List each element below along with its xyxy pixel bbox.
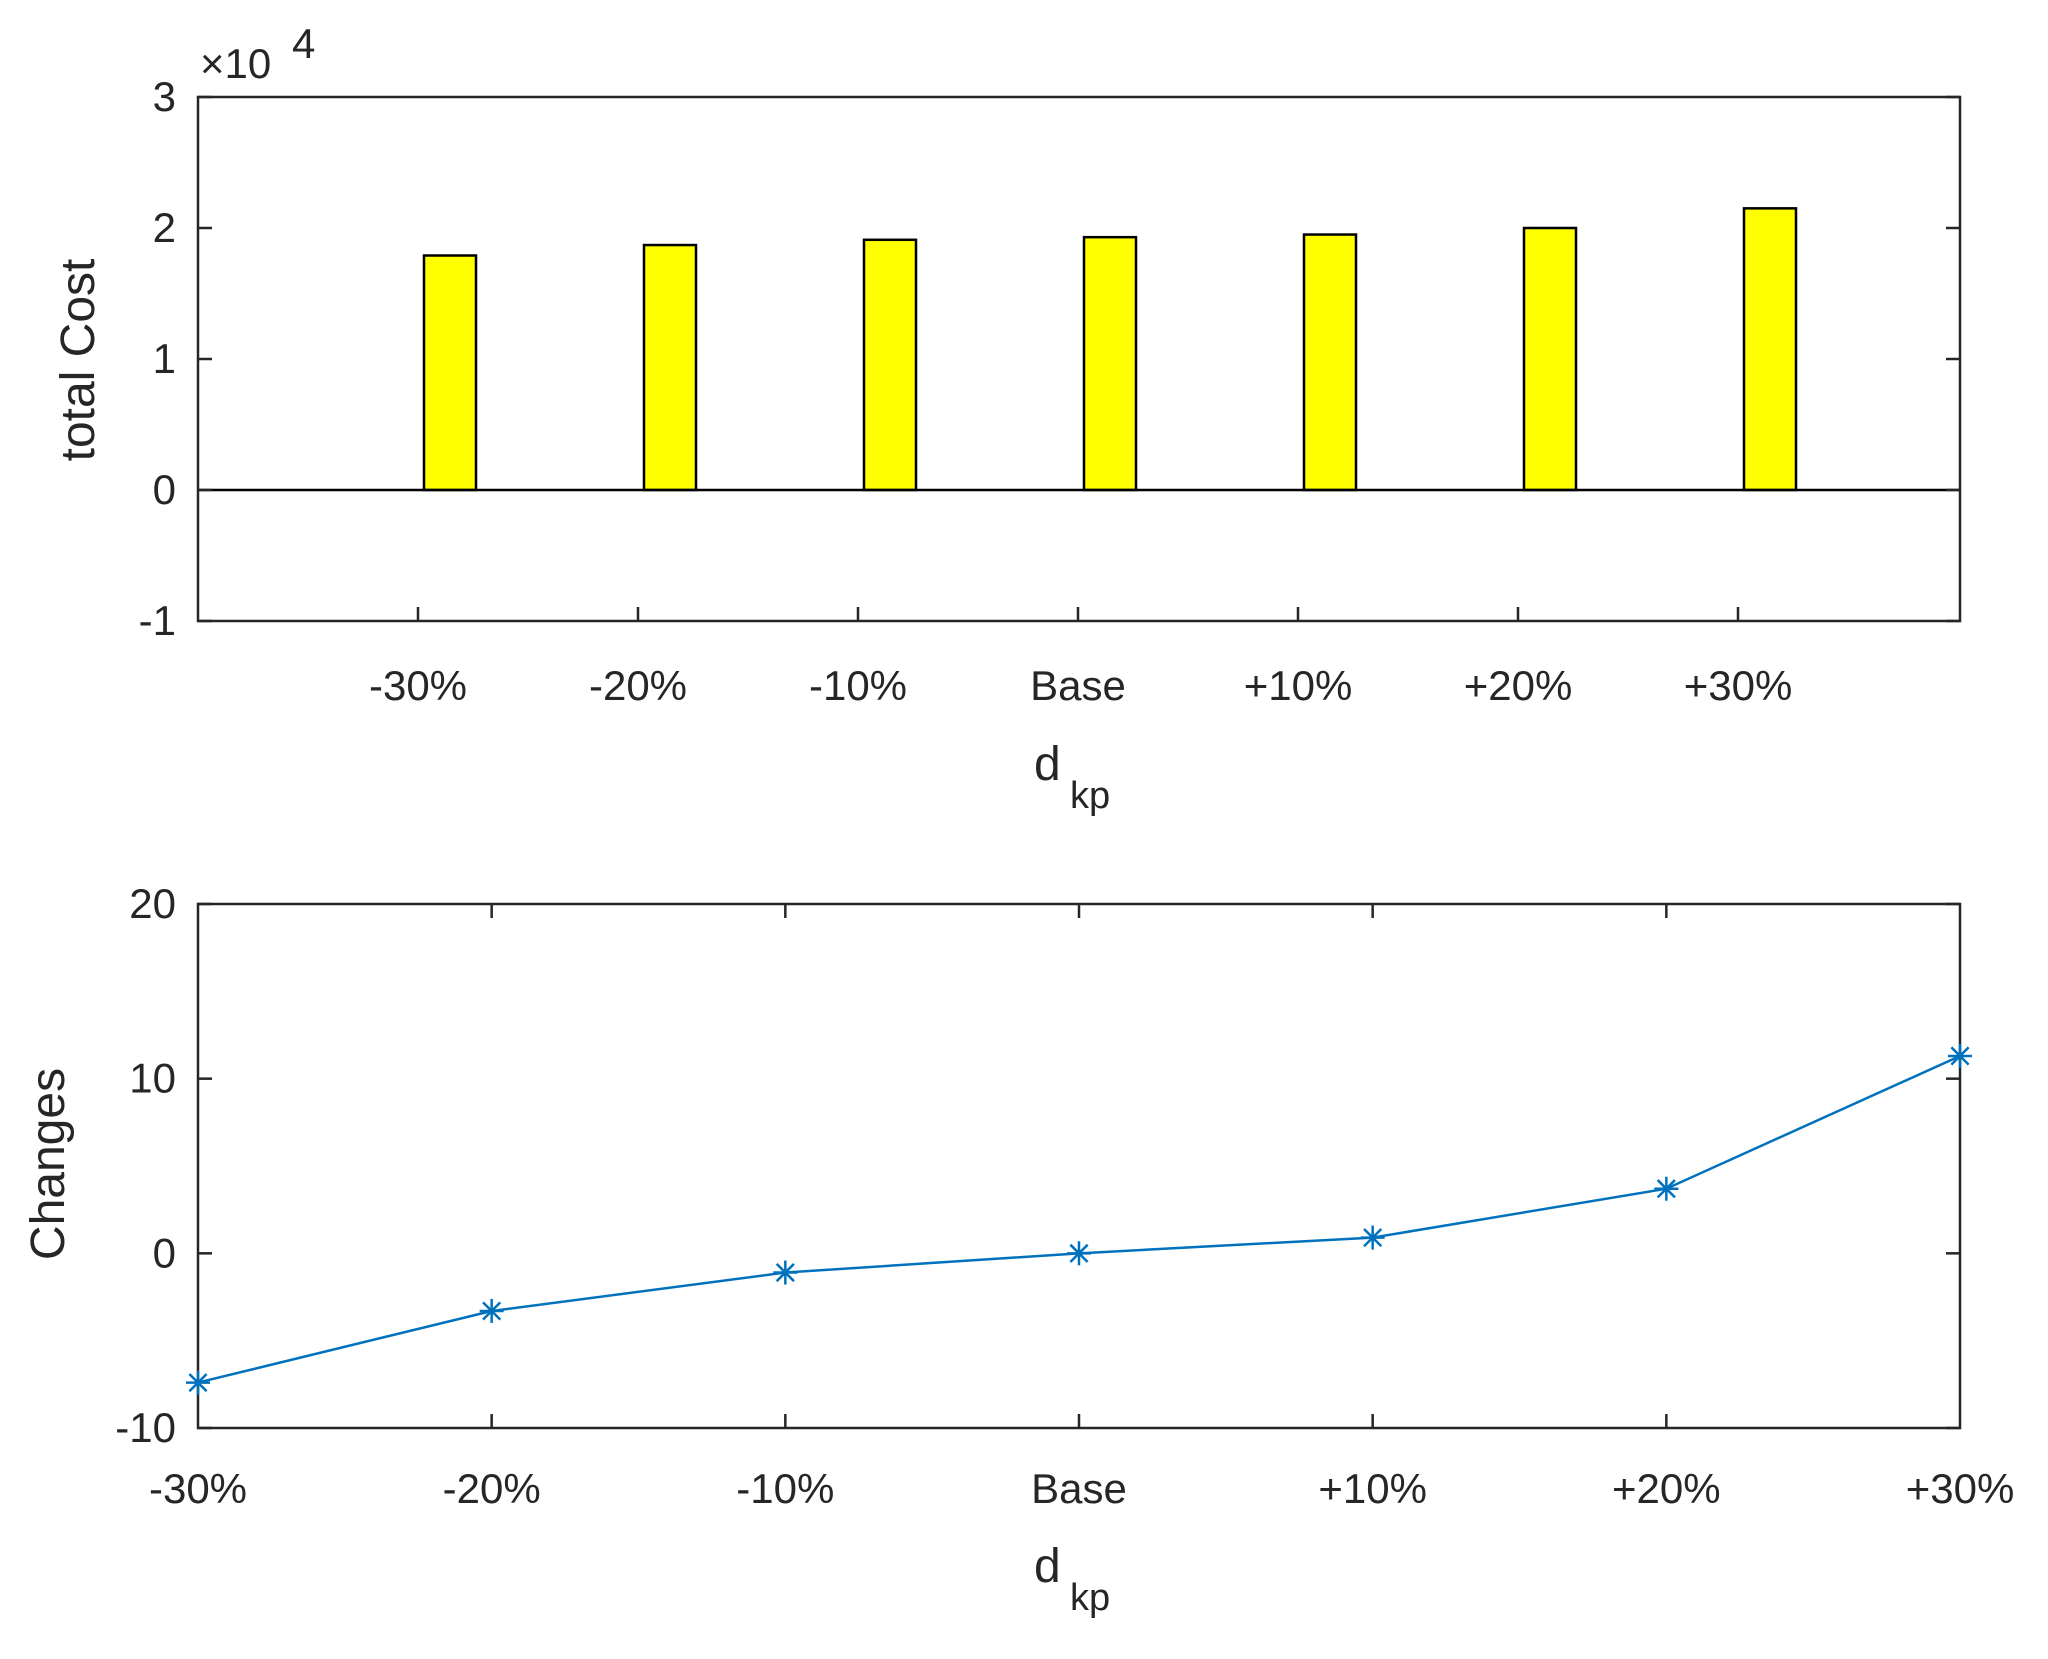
bar-chart-x-axis-label-sub: kp: [1070, 775, 1110, 817]
line-point-marker: [1948, 1043, 1972, 1068]
line-chart-x-tick-label: -30%: [149, 1465, 247, 1512]
bar-chart-plot-frame: [196, 95, 1962, 623]
line-chart-x-tick-label: +20%: [1612, 1465, 1721, 1512]
line-point-marker: [1654, 1176, 1679, 1201]
line-point-marker: [773, 1260, 798, 1285]
bar: [642, 243, 698, 492]
bar-chart-x-tick-label: -30%: [369, 662, 467, 709]
bar-chart-x-axis-label-main: d: [1034, 738, 1061, 791]
bar: [862, 238, 918, 492]
bar-chart-exponent-power: 4: [292, 20, 315, 67]
bar-chart-x-ticks: -30% -20% -10% Base +10% +20% +30%: [369, 607, 1792, 709]
line-chart-x-axis-label-sub: kp: [1070, 1577, 1110, 1619]
line-chart-x-ticks: -30% -20% -10% Base +10% +20% +30%: [149, 904, 2014, 1512]
line-chart-y-tick-label: -10: [115, 1404, 176, 1451]
line-chart-x-axis-label-main: d: [1034, 1540, 1061, 1593]
bar-chart-x-tick-label: +30%: [1684, 662, 1793, 709]
bar-chart-x-tick-label: +10%: [1244, 662, 1353, 709]
line-chart-plot-frame: [196, 902, 1962, 1430]
bar-chart-y-axis-label: total Cost: [52, 259, 105, 462]
bar-chart-y-tick-label: -1: [139, 597, 176, 644]
bar-series: [422, 207, 1798, 492]
bar-chart-x-tick-label: -20%: [589, 662, 687, 709]
bar-chart-x-tick-label: Base: [1030, 662, 1126, 709]
line-chart-y-tick-label: 10: [129, 1055, 176, 1102]
bar-chart-x-tick-label: -10%: [809, 662, 907, 709]
bar: [1302, 233, 1358, 492]
bar-chart-y-tick-label: 0: [153, 466, 176, 513]
line-point-marker: [1067, 1241, 1091, 1266]
line-chart-y-tick-label: 20: [129, 880, 176, 927]
line-chart-y-ticks: -10 0 10 20: [115, 880, 1960, 1451]
line-point-marker: [479, 1298, 504, 1323]
line-chart-x-tick-label: -10%: [736, 1465, 834, 1512]
bar-chart-y-tick-label: 3: [153, 73, 176, 120]
line-series-markers: [186, 1043, 1972, 1395]
line-chart-panel: -10 0 10 20 -30% -20% -10% Base +10% +20% +30% Ch…: [22, 880, 2014, 1619]
line-chart-x-tick-label: Base: [1031, 1465, 1127, 1512]
bar-chart-exponent-base: ×10: [200, 40, 271, 87]
bar-chart-y-tick-label: 1: [153, 335, 176, 382]
line-point-marker: [1360, 1225, 1385, 1250]
line-point-marker: [186, 1370, 210, 1395]
bar: [1522, 226, 1578, 492]
line-chart-x-tick-label: +30%: [1906, 1465, 2015, 1512]
bar: [1742, 207, 1798, 492]
line-chart-y-tick-label: 0: [153, 1229, 176, 1276]
bar-chart-x-tick-label: +20%: [1464, 662, 1573, 709]
bar: [1082, 235, 1138, 492]
line-chart-x-tick-label: -20%: [443, 1465, 541, 1512]
bar: [422, 254, 478, 492]
bar-chart-y-ticks: -1 0 1 2 3: [139, 73, 1960, 644]
line-chart-x-tick-label: +10%: [1318, 1465, 1427, 1512]
line-chart-y-axis-label: Changes: [22, 1068, 75, 1260]
bar-chart-y-tick-label: 2: [153, 204, 176, 251]
